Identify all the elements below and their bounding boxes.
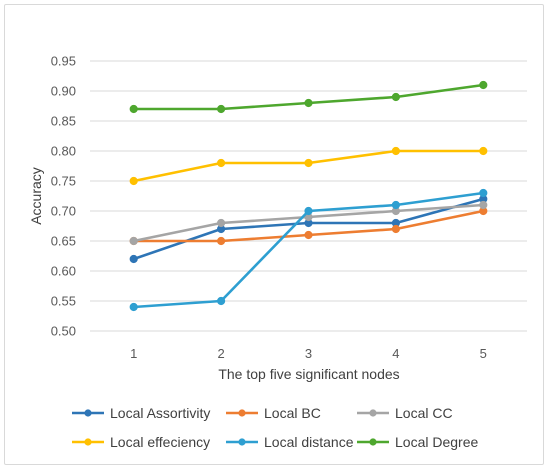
data-point: [391, 200, 400, 210]
data-point: [129, 236, 138, 246]
x-tick-labels: 1 2 3 4 5: [130, 346, 487, 361]
x-tick-label: 1: [130, 346, 137, 361]
y-tick-label: 0.80: [51, 144, 76, 159]
y-tick-labels: 0.50 0.55 0.60 0.65 0.70 0.75 0.80 0.85 0.90 0.95: [51, 54, 76, 339]
data-point: [479, 200, 488, 210]
x-tick-label: 2: [217, 346, 224, 361]
y-tick-label: 0.60: [51, 264, 76, 279]
legend-item: Local BC: [226, 405, 321, 421]
y-tick-label: 0.65: [51, 234, 76, 249]
legend-label: Local CC: [395, 405, 453, 421]
y-axis-title: Accuracy: [28, 167, 44, 225]
legend-label: Local Assortivity: [110, 405, 210, 421]
y-tick-label: 0.90: [51, 84, 76, 99]
legend-swatch-marker: [84, 409, 92, 417]
series-local-effeciency: [129, 146, 488, 186]
data-point: [129, 176, 138, 186]
data-point: [479, 80, 488, 90]
data-point: [217, 104, 226, 114]
data-point: [479, 188, 488, 198]
chart-frame: [4, 4, 544, 465]
legend-label: Local effeciency: [110, 434, 210, 450]
legend-label: Local BC: [264, 405, 321, 421]
data-point: [304, 206, 313, 216]
legend-swatch-marker: [238, 438, 246, 446]
y-tick-label: 0.70: [51, 204, 76, 219]
x-tick-label: 4: [392, 346, 399, 361]
y-tick-label: 0.85: [51, 114, 76, 129]
series-local-degree: [129, 80, 488, 114]
y-tick-label: 0.55: [51, 294, 76, 309]
data-point: [217, 158, 226, 168]
data-point: [217, 296, 226, 306]
legend-item: Local CC: [357, 405, 453, 421]
data-point: [217, 218, 226, 228]
legend-swatch-marker: [369, 438, 377, 446]
data-point: [129, 254, 138, 264]
data-point: [391, 224, 400, 234]
data-point: [304, 98, 313, 108]
data-point: [391, 92, 400, 102]
legend-swatch-marker: [238, 409, 246, 417]
data-point: [391, 146, 400, 156]
legend-label: Local distance: [264, 434, 354, 450]
data-point: [129, 302, 138, 312]
legend-swatch-marker: [84, 438, 92, 446]
series-local-assortivity: [129, 194, 488, 264]
data-point: [304, 158, 313, 168]
data-point: [217, 236, 226, 246]
legend-item: Local effeciency: [72, 434, 210, 450]
data-point: [129, 104, 138, 114]
y-tick-label: 0.95: [51, 54, 76, 69]
x-axis-title: The top five significant nodes: [218, 366, 399, 382]
legend-item: Local Degree: [357, 434, 478, 450]
x-tick-label: 5: [480, 346, 487, 361]
y-tick-label: 0.75: [51, 174, 76, 189]
legend-item: Local distance: [226, 434, 354, 450]
y-tick-label: 0.50: [51, 324, 76, 339]
series-local-cc: [129, 200, 488, 246]
data-point: [479, 146, 488, 156]
legend-swatch-marker: [369, 409, 377, 417]
x-tick-label: 3: [305, 346, 312, 361]
legend: Local Assortivity Local BC Local CC Local e…: [72, 405, 478, 450]
series-lines: [129, 80, 488, 312]
series-local-distance: [129, 188, 488, 312]
data-point: [304, 230, 313, 240]
legend-label: Local Degree: [395, 434, 478, 450]
legend-item: Local Assortivity: [72, 405, 210, 421]
